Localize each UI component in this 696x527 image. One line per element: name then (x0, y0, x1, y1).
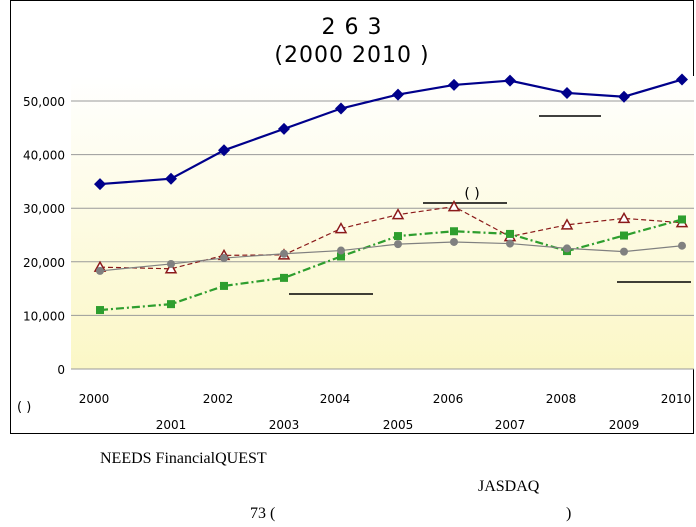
data-point (165, 172, 177, 185)
source-caption: NEEDS FinancialQUEST (100, 450, 267, 467)
data-point (280, 249, 288, 258)
data-point (561, 86, 573, 99)
data-point (563, 244, 571, 253)
data-point (337, 252, 345, 261)
data-point (394, 240, 402, 249)
data-point (450, 237, 458, 246)
x-tick-label: 2004 (320, 392, 351, 406)
data-point (450, 227, 458, 236)
x-tick-label: 2002 (203, 392, 234, 406)
data-point (620, 247, 628, 256)
data-point (164, 262, 178, 274)
data-point (337, 246, 345, 255)
y-tick-label: 10,000 (23, 309, 65, 323)
data-point (618, 90, 630, 103)
data-point (676, 73, 688, 86)
x-tick-label: 2010 (661, 392, 692, 406)
data-point (678, 241, 686, 250)
data-point (506, 239, 514, 248)
footnote-caption-a: 73 ( (250, 505, 276, 522)
data-point (448, 78, 460, 91)
x-tick-label: 2006 (433, 392, 464, 406)
data-point (678, 215, 686, 224)
data-point (280, 273, 288, 282)
data-point (447, 200, 461, 212)
data-point (218, 144, 230, 157)
data-point (335, 102, 347, 115)
y-tick-label: 0 (57, 363, 65, 377)
data-point (220, 281, 228, 290)
annotation-label: ( ) (464, 186, 479, 202)
data-point (560, 218, 574, 230)
data-point (96, 266, 104, 275)
plot-area (71, 76, 694, 369)
footnote-caption-b: ) (566, 505, 572, 522)
x-tick-label: 2005 (383, 418, 414, 432)
chart-title-line-1: 2 6 3 (321, 15, 383, 40)
data-point (392, 88, 404, 101)
x-tick-label: 2008 (546, 392, 577, 406)
data-point (506, 229, 514, 238)
y-tick-label: 20,000 (23, 256, 65, 270)
note-caption: JASDAQ (478, 478, 540, 495)
data-point (220, 254, 228, 263)
y-tick-label: 50,000 (23, 95, 65, 109)
x-tick-label: 2003 (269, 418, 300, 432)
x-tick-label: 2009 (609, 418, 640, 432)
data-point (617, 211, 631, 224)
data-point (167, 300, 175, 309)
chart-title-line-2: (2000 2010 ) (274, 43, 430, 68)
y-unit-label: ( ) (17, 400, 31, 415)
y-tick-label: 30,000 (23, 202, 65, 216)
chart-frame: 2 6 3 (2000 2010 ) 0 10,000 20,000 30,000 40… (10, 0, 694, 434)
y-tick-label: 40,000 (23, 149, 65, 163)
x-tick-label: 2001 (156, 418, 187, 432)
data-point (334, 222, 348, 234)
data-point (394, 232, 402, 241)
x-tick-label: 2000 (79, 392, 110, 406)
data-point (96, 306, 104, 315)
data-point (278, 122, 290, 135)
line-chart: 0 10,000 20,000 30,000 40,000 50,000 ( ) 2000 20… (17, 73, 694, 432)
data-point (391, 208, 405, 220)
data-point (94, 178, 106, 191)
data-point (620, 231, 628, 240)
x-tick-label: 2007 (495, 418, 526, 432)
data-point (167, 259, 175, 268)
data-point (504, 74, 516, 87)
